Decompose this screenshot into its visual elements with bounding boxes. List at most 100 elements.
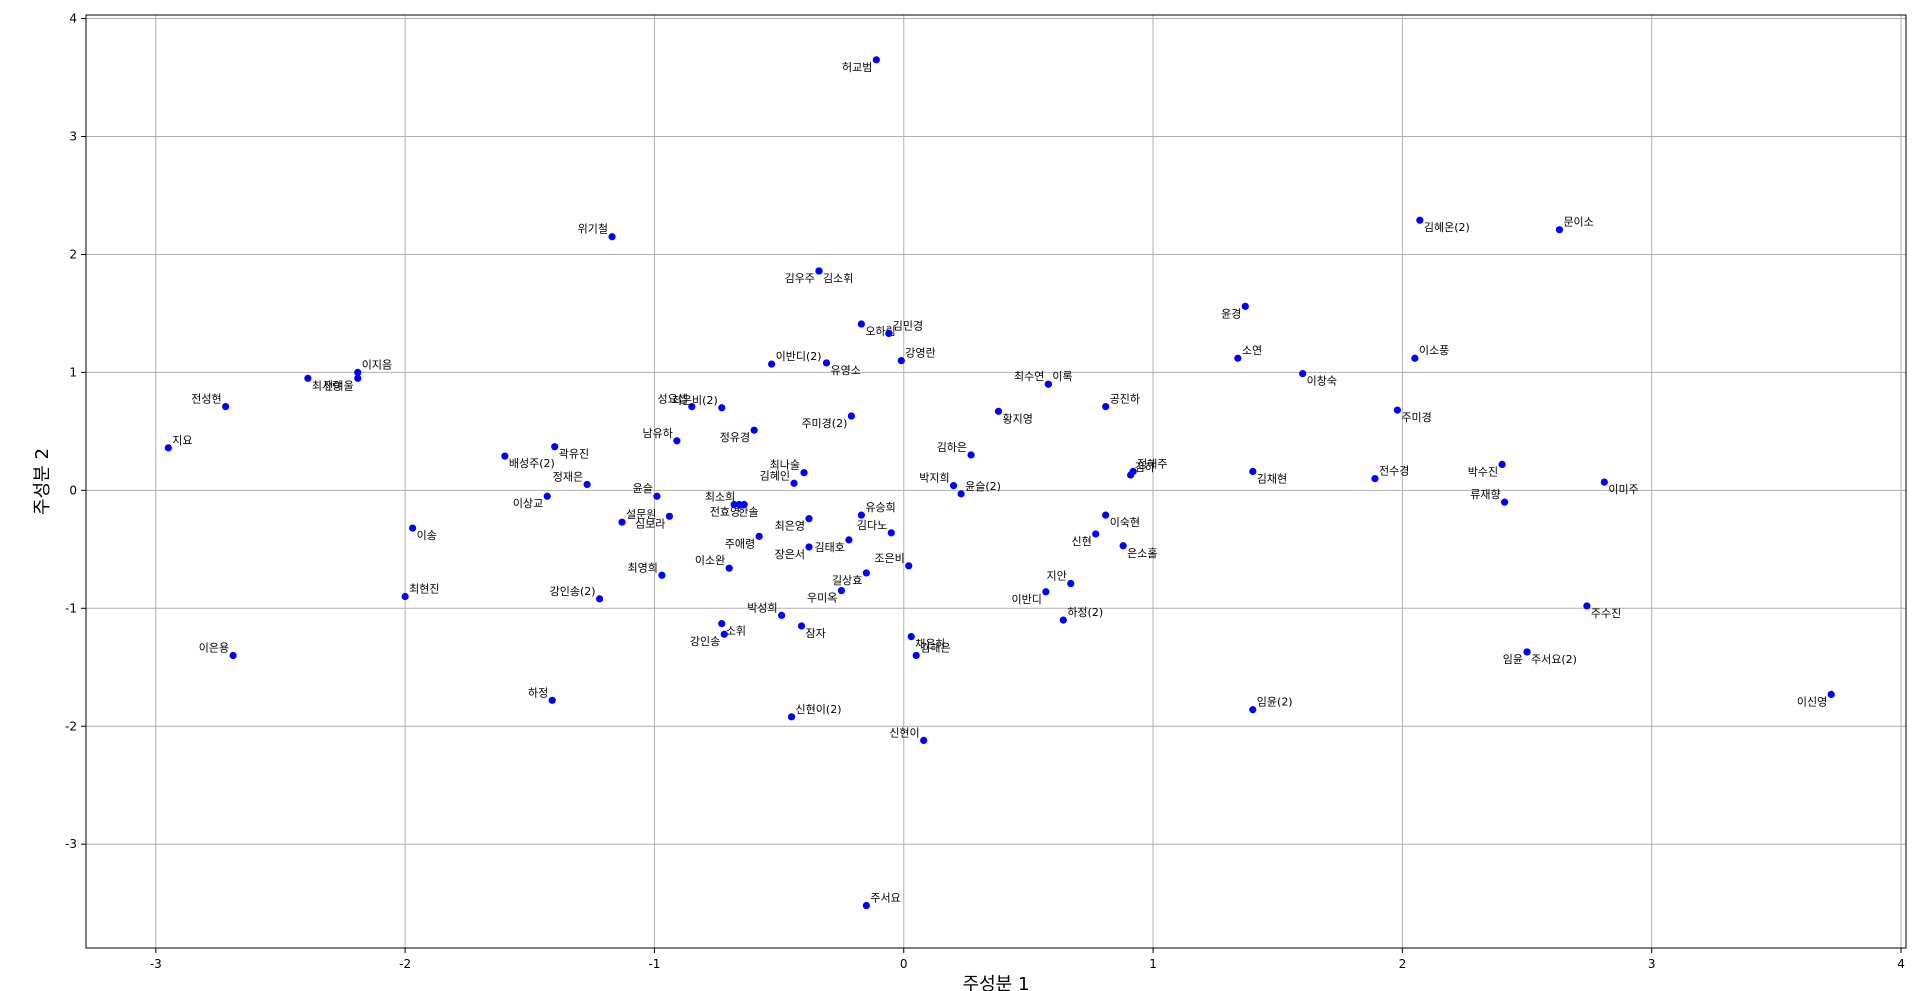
point-label: 설문원	[626, 508, 656, 521]
data-point	[1393, 406, 1401, 414]
point-label: 위기철	[578, 223, 608, 236]
point-label: 최은비(2)	[672, 394, 718, 407]
data-point	[755, 532, 763, 540]
plot-frame	[85, 14, 1907, 949]
point-label: 주수진	[1591, 607, 1621, 620]
data-point	[1501, 498, 1509, 506]
point-label: 김하은	[937, 440, 967, 454]
point-label: 이은용	[199, 641, 229, 654]
data-point	[1119, 542, 1127, 550]
data-point	[735, 500, 743, 509]
data-point	[401, 592, 409, 601]
data-point	[1555, 226, 1564, 234]
data-point	[1059, 616, 1067, 624]
point-label: 김우주	[785, 272, 815, 285]
data-point	[750, 426, 758, 434]
point-label: 김다노	[857, 519, 887, 532]
data-point	[822, 359, 831, 367]
data-point	[583, 480, 591, 489]
data-point	[1249, 467, 1257, 476]
point-label: 전수경	[1379, 465, 1409, 478]
point-label: 길상효	[832, 574, 862, 587]
data-point	[920, 736, 928, 745]
point-label: 한솔	[738, 506, 758, 519]
point-label: 허교범	[842, 61, 872, 74]
data-point	[845, 536, 853, 544]
data-point	[805, 543, 813, 551]
data-point	[222, 403, 230, 411]
point-label: 박성희	[747, 601, 777, 614]
data-point	[837, 587, 846, 595]
point-label: 하정	[528, 685, 548, 699]
data-point	[1127, 471, 1135, 479]
point-label: 이미주	[1608, 483, 1638, 496]
data-point	[790, 479, 798, 487]
point-label: 유영소	[830, 364, 860, 377]
data-point	[1411, 354, 1419, 362]
axis-ticks: -3 -2 -1 0 1 2 3 4 -3 -2 -1 0 1 2 3 4	[65, 12, 1905, 971]
data-point	[718, 620, 726, 628]
data-point	[1299, 369, 1307, 378]
data-point	[887, 529, 895, 537]
point-label: 곽유진	[559, 448, 589, 461]
data-point	[797, 622, 806, 630]
y-tick-label: -3	[65, 837, 77, 851]
data-point	[740, 500, 748, 509]
point-label: 이신영	[1797, 695, 1827, 708]
point-label: 이지음	[362, 358, 392, 371]
data-point	[994, 407, 1003, 415]
point-label: 김하	[1135, 460, 1155, 474]
data-point	[543, 492, 551, 500]
data-point	[777, 611, 786, 619]
data-point	[805, 515, 813, 523]
point-label: 김해은	[920, 640, 950, 654]
point-label: 윤경	[1221, 307, 1241, 320]
point-label: 정재은	[553, 470, 583, 483]
data-point	[409, 524, 417, 532]
y-tick-label: 0	[69, 483, 77, 497]
data-point	[862, 901, 870, 910]
x-tick-label: -1	[648, 957, 660, 971]
x-axis-label: 주성분 1	[963, 974, 1030, 991]
point-label: 은소홀	[1127, 547, 1157, 560]
point-label: 장은서	[775, 548, 805, 561]
point-label: 배성주(2)	[509, 457, 555, 470]
point-label: 전효영	[710, 506, 740, 519]
data-point	[551, 443, 559, 451]
data-point	[501, 452, 509, 460]
point-label: 하정(2)	[1067, 605, 1103, 619]
point-label: 채은하	[915, 637, 945, 651]
point-label: 주서요(2)	[1531, 653, 1577, 666]
point-label: 이창숙	[1307, 375, 1337, 388]
y-tick-label: 3	[69, 129, 77, 143]
data-point	[354, 368, 362, 376]
data-point	[897, 356, 905, 365]
point-label: 강인송	[690, 635, 720, 648]
point-label: 이반디(2)	[776, 350, 822, 363]
data-point	[1067, 579, 1075, 588]
data-point	[1583, 602, 1591, 610]
data-point	[688, 403, 696, 411]
data-point	[768, 360, 776, 368]
data-point	[730, 500, 738, 509]
y-tick-label: -1	[65, 601, 77, 615]
point-label: 지요	[172, 434, 192, 447]
point-label: 전성현	[191, 393, 221, 406]
data-point	[1044, 380, 1052, 388]
data-point	[1523, 648, 1531, 656]
data-point	[665, 512, 673, 520]
y-tick-label: 1	[69, 365, 77, 379]
data-point	[857, 320, 865, 328]
data-point	[912, 651, 920, 660]
point-label: 강인송(2)	[550, 585, 596, 598]
point-label: 강영란	[905, 347, 935, 360]
data-point	[905, 562, 913, 570]
point-label: 전여울	[323, 379, 353, 392]
point-label: 우미옥	[807, 592, 837, 605]
y-axis-label: 주성분 2	[32, 448, 53, 515]
point-label: 김태호	[815, 541, 845, 554]
x-tick-label: 0	[900, 957, 908, 971]
point-label: 김혜온(2)	[1424, 221, 1470, 234]
point-label: 지안	[1047, 570, 1067, 583]
point-label: 신현이	[889, 726, 919, 739]
